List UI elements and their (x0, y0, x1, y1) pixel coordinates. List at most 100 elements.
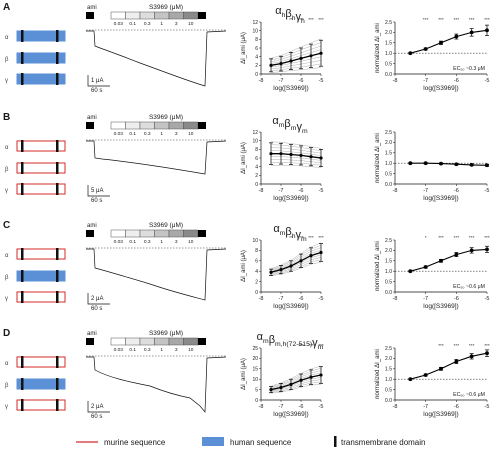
amiloride-bar-end (198, 338, 206, 345)
x-tick-label: -5 (319, 404, 324, 410)
panel-letter: C (3, 220, 10, 231)
x-tick-label: -5 (485, 188, 490, 194)
significance-mark: *** (318, 235, 324, 241)
tm-domain-marker (56, 270, 59, 282)
concentration-label: 0.3 (144, 131, 151, 137)
concentration-label: 1 (160, 347, 163, 353)
title-symbol: γ (296, 121, 302, 133)
title-subscript: m (263, 338, 269, 345)
concentration-label: 0.03 (114, 239, 124, 245)
tm-domain-marker (21, 270, 24, 282)
x-tick-label: -7 (279, 296, 284, 302)
x-tick-label: -7 (279, 78, 284, 84)
concentration-label: 0.1 (129, 131, 136, 137)
concentration-step (125, 121, 141, 130)
data-point (423, 47, 428, 51)
ec50-label: EC₅₀ ~0.6 μM (453, 284, 485, 290)
individual-trace (270, 249, 322, 272)
concentration-step (125, 337, 141, 346)
data-point (423, 373, 428, 377)
data-point (309, 155, 313, 159)
subunit-label: γ (5, 404, 8, 410)
tm-domain-marker (21, 140, 24, 152)
scale-current-label: 2 μA (91, 296, 103, 302)
concentration-step (125, 229, 141, 238)
mean-line (270, 251, 322, 273)
subunit-label: γ (5, 188, 8, 194)
tm-domain-marker (21, 378, 24, 390)
concentration-label: 3 (175, 131, 178, 137)
data-point (269, 63, 273, 67)
data-point (309, 254, 313, 258)
x-tick-label: -5 (485, 296, 490, 302)
amiloride-bar (86, 122, 94, 129)
y-tick-label: 2 (255, 173, 258, 179)
current-trace (86, 140, 227, 175)
compound-label: S3969 (μM) (149, 330, 183, 337)
y-tick-label: 0.5 (385, 61, 392, 67)
data-point (319, 373, 323, 377)
tm-domain-marker (56, 399, 59, 411)
individual-trace (270, 42, 322, 61)
tm-domain-marker (56, 162, 59, 174)
title-subscript: h (301, 18, 305, 25)
concentration-step (139, 121, 155, 130)
data-point (469, 354, 474, 359)
amiloride-label: ami (87, 331, 97, 337)
significance-mark: *** (438, 17, 444, 23)
subunit-label: β (5, 275, 9, 281)
significance-mark: *** (469, 235, 475, 241)
x-tick-label: -5 (485, 78, 490, 84)
individual-trace (270, 372, 322, 389)
significance-mark: *** (308, 235, 314, 241)
x-tick-label: -5 (319, 296, 324, 302)
mean-line (410, 352, 488, 380)
significance-mark: *** (484, 343, 490, 349)
y-tick-label: 5 (255, 387, 258, 393)
scale-current-label: 1 μA (91, 78, 103, 84)
tm-domain-marker (56, 356, 59, 368)
scale-time-label: 60 s (91, 198, 102, 204)
y-tick-label: 2.5 (385, 238, 392, 244)
legend-murine-label: murine sequence (104, 438, 166, 447)
concentration-label: 0.1 (129, 21, 136, 27)
y-tick-label: 6 (255, 259, 258, 265)
human-legend-swatch (202, 437, 224, 446)
concentration-step (183, 229, 199, 238)
y-tick-label: 2.5 (385, 20, 392, 26)
individual-trace (270, 147, 322, 154)
tm-domain-marker (56, 73, 59, 85)
y-axis-label: normalized ΔI_ami (375, 23, 381, 73)
x-tick-label: -5 (319, 188, 324, 194)
amiloride-label: ami (87, 115, 97, 121)
compound-label: S3969 (μM) (149, 4, 183, 11)
subunit-label: γ (5, 78, 8, 84)
tm-domain-marker (56, 183, 59, 195)
scale-time-label: 60 s (91, 88, 102, 94)
y-tick-label: 10 (252, 238, 258, 244)
y-tick-label: 10 (252, 28, 258, 34)
individual-trace (270, 45, 322, 62)
scale-time-label: 60 s (91, 306, 102, 312)
x-tick-label: -6 (299, 404, 304, 410)
data-point (469, 162, 474, 167)
data-point (299, 153, 303, 157)
title-symbol: β (285, 8, 291, 20)
mean-line (410, 248, 488, 272)
title-symbol: α (273, 223, 280, 235)
individual-trace (270, 384, 322, 394)
title-subscript: m (280, 230, 286, 237)
absolute-plot: 0 2 4 6 8 10 12 -8 -7 -6 -5 log([S3969]) ΔI_ami (μA) (241, 130, 323, 202)
significance-mark: *** (308, 17, 314, 23)
concentration-label: 0.1 (129, 239, 136, 245)
y-axis-label: normalized ΔI_ami (375, 133, 381, 183)
concentration-step (110, 229, 126, 238)
concentration-label: 0.03 (114, 347, 124, 353)
concentration-step (154, 121, 170, 130)
title-subscript: h (292, 233, 296, 240)
x-axis-label: log([S3969]) (273, 195, 308, 202)
concentration-step (154, 11, 170, 20)
y-axis-label: normalized ΔI_ami (375, 241, 381, 291)
individual-trace (270, 141, 322, 149)
ec50-label: EC₅₀ ~0.3 μM (453, 66, 485, 72)
